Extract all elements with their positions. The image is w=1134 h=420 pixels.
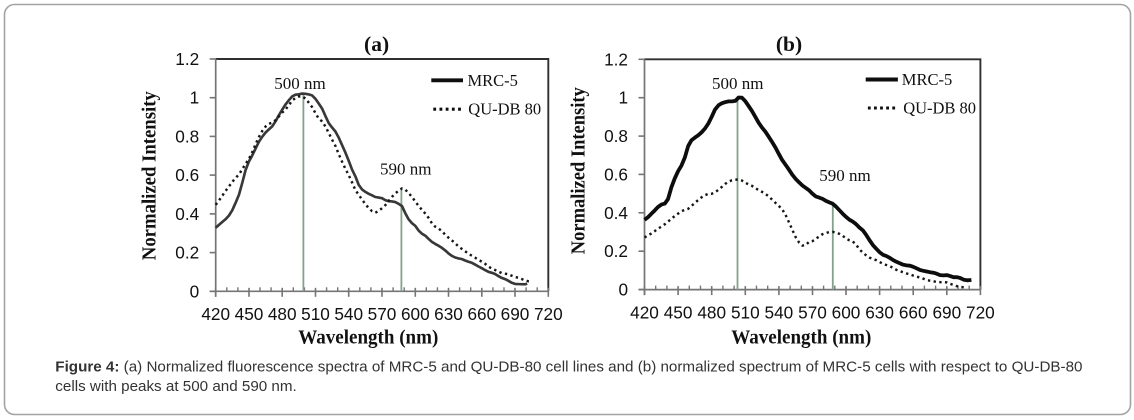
svg-text:590 nm: 590 nm [380, 160, 431, 179]
svg-text:590 nm: 590 nm [819, 166, 870, 185]
svg-text:660: 660 [467, 304, 496, 324]
svg-text:510: 510 [731, 302, 760, 322]
svg-text:420: 420 [201, 304, 230, 324]
svg-text:0.2: 0.2 [175, 243, 199, 263]
svg-text:0.6: 0.6 [604, 164, 628, 184]
svg-text:510: 510 [301, 304, 330, 324]
svg-text:0.4: 0.4 [175, 204, 199, 224]
svg-text:720: 720 [966, 302, 995, 322]
svg-text:0.8: 0.8 [604, 126, 628, 146]
svg-text:500 nm: 500 nm [274, 74, 325, 93]
svg-text:600: 600 [401, 304, 430, 324]
svg-text:0.6: 0.6 [175, 165, 199, 185]
svg-text:420: 420 [630, 302, 659, 322]
svg-text:1: 1 [618, 88, 628, 108]
svg-text:Wavelength (nm): Wavelength (nm) [298, 327, 438, 349]
svg-text:600: 600 [832, 302, 861, 322]
svg-text:480: 480 [697, 302, 726, 322]
svg-text:0.8: 0.8 [175, 126, 199, 146]
svg-text:570: 570 [368, 304, 397, 324]
svg-text:480: 480 [268, 304, 297, 324]
svg-text:630: 630 [865, 302, 894, 322]
svg-text:Normalized Intensity: Normalized Intensity [567, 87, 589, 254]
svg-text:690: 690 [932, 302, 961, 322]
svg-text:Figure 4: (a) Normalized fluor: Figure 4: (a) Normalized fluorescence sp… [55, 358, 1082, 375]
svg-text:(a): (a) [364, 32, 389, 56]
svg-text:450: 450 [235, 304, 264, 324]
svg-text:540: 540 [334, 304, 363, 324]
svg-text:660: 660 [899, 302, 928, 322]
svg-text:570: 570 [798, 302, 827, 322]
svg-text:(b): (b) [776, 32, 802, 56]
svg-text:0: 0 [190, 281, 200, 301]
svg-text:QU-DB 80: QU-DB 80 [468, 100, 541, 119]
svg-text:cells with peaks at 500 and 59: cells with peaks at 500 and 590 nm. [55, 378, 296, 395]
svg-text:Wavelength (nm): Wavelength (nm) [731, 327, 871, 349]
svg-text:450: 450 [664, 302, 693, 322]
svg-text:1.2: 1.2 [604, 49, 628, 69]
svg-text:0.2: 0.2 [604, 241, 628, 261]
svg-text:630: 630 [434, 304, 463, 324]
svg-text:540: 540 [765, 302, 794, 322]
svg-text:MRC-5: MRC-5 [468, 71, 518, 90]
svg-text:QU-DB 80: QU-DB 80 [903, 99, 976, 118]
svg-text:MRC-5: MRC-5 [902, 70, 952, 89]
svg-text:0: 0 [618, 280, 628, 300]
svg-text:690: 690 [501, 304, 530, 324]
svg-text:Normalized Intensity: Normalized Intensity [138, 91, 160, 260]
svg-text:500 nm: 500 nm [712, 74, 763, 93]
svg-text:1: 1 [190, 88, 200, 108]
svg-text:720: 720 [534, 304, 563, 324]
svg-text:0.4: 0.4 [604, 203, 628, 223]
svg-text:1.2: 1.2 [175, 49, 199, 69]
